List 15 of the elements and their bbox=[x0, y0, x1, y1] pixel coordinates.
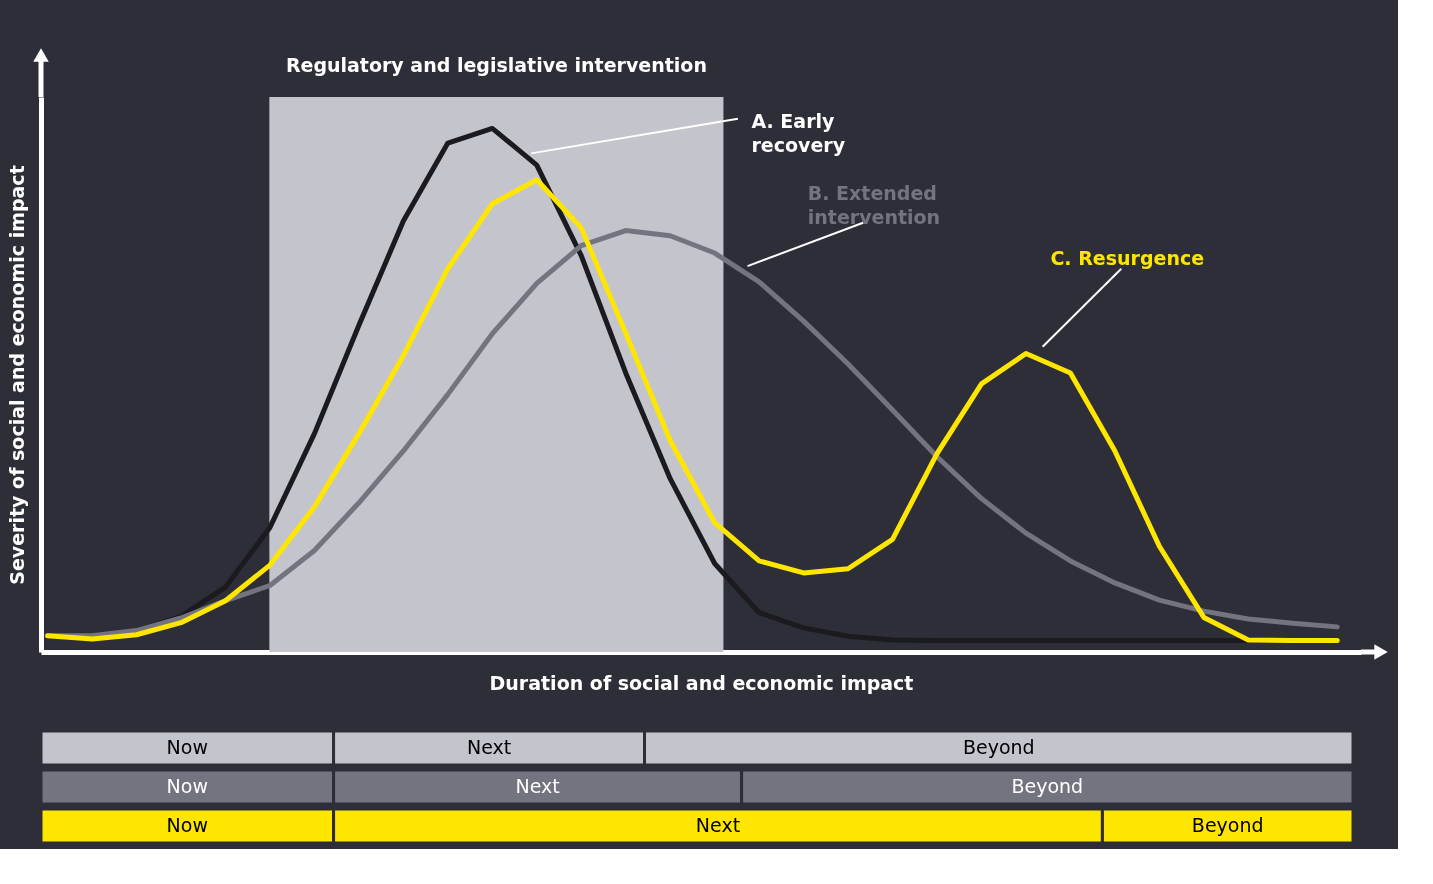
series-label: Next bbox=[695, 814, 741, 837]
text: Beyond bbox=[1011, 775, 1084, 797]
text: Beyond bbox=[962, 735, 1035, 758]
text: Now bbox=[166, 775, 208, 797]
text: A. Early recovery bbox=[751, 110, 846, 157]
y-axis-title: Severity of social and economic impact bbox=[5, 165, 28, 585]
text: Next bbox=[515, 775, 560, 797]
text: Next bbox=[466, 735, 512, 758]
x-axis-title: Duration of social and economic impact bbox=[489, 671, 914, 694]
series-label: Beyond bbox=[1191, 814, 1264, 837]
text: Regulatory and legislative intervention bbox=[285, 54, 707, 76]
text: C. Resurgence bbox=[1050, 247, 1205, 270]
text: Now bbox=[166, 735, 208, 758]
series-label: Now bbox=[166, 814, 208, 837]
text: B. Extended intervention bbox=[807, 182, 941, 229]
